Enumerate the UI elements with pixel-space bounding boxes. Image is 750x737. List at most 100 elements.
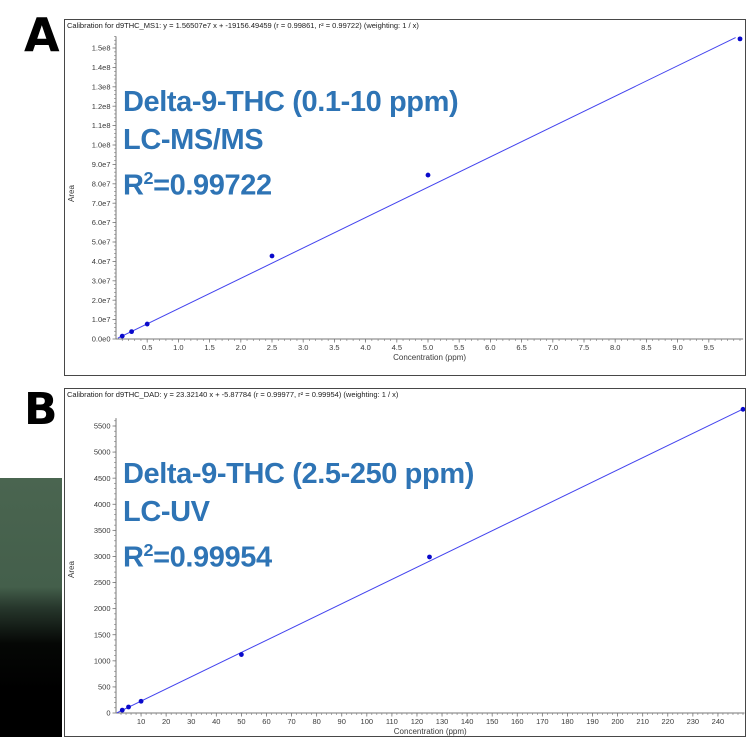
x-tick-label: 8.5: [641, 343, 651, 352]
y-tick-label: 1.0e7: [92, 315, 111, 324]
data-point: [138, 698, 144, 704]
y-axis-title: Area: [67, 561, 76, 578]
dark-corner-block: [0, 478, 62, 737]
y-tick-label: 1.1e8: [92, 121, 111, 130]
y-tick-label: 6.0e7: [92, 218, 111, 227]
panel-a-annotation: Delta-9-THC (0.1-10 ppm) LC-MS/MS R2=0.9…: [123, 83, 459, 205]
data-point: [126, 704, 131, 710]
y-tick-label: 0.0e0: [92, 335, 111, 344]
panel-b-annotation: Delta-9-THC (2.5-250 ppm) LC-UV R2=0.999…: [123, 455, 474, 577]
x-tick-label: 3.0: [298, 343, 308, 352]
x-tick-label: 220: [662, 717, 675, 726]
x-tick-label: 6.5: [516, 343, 526, 352]
x-tick-label: 240: [712, 717, 725, 726]
y-tick-label: 2.0e7: [92, 296, 111, 305]
x-tick-label: 2.5: [267, 343, 277, 352]
x-tick-label: 110: [386, 717, 398, 726]
x-tick-label: 0.5: [142, 343, 152, 352]
data-point: [269, 253, 275, 259]
data-point: [427, 554, 432, 560]
x-tick-label: 5.0: [423, 343, 433, 352]
x-tick-label: 80: [312, 717, 320, 726]
y-tick-label: 1.4e8: [92, 63, 111, 72]
y-tick-label: 8.0e7: [92, 179, 111, 188]
x-axis-title: Concentration (ppm): [394, 727, 467, 736]
x-tick-label: 9.5: [704, 343, 714, 352]
x-tick-label: 170: [536, 717, 549, 726]
y-tick-label: 5.0e7: [92, 238, 111, 247]
x-tick-label: 160: [511, 717, 524, 726]
x-tick-label: 10: [137, 717, 145, 726]
figure-label-a: A: [24, 8, 60, 62]
y-tick-label: 0: [106, 709, 110, 718]
x-tick-label: 180: [561, 717, 574, 726]
y-tick-label: 1.0e8: [92, 141, 111, 150]
x-tick-label: 120: [411, 717, 424, 726]
data-point: [119, 707, 125, 713]
annotation-technique: LC-UV: [123, 496, 210, 528]
x-tick-label: 7.0: [548, 343, 558, 352]
fit-line: [116, 408, 744, 714]
x-tick-label: 1.0: [173, 343, 183, 352]
x-tick-label: 30: [187, 717, 195, 726]
x-tick-label: 6.0: [485, 343, 495, 352]
data-point: [239, 652, 244, 657]
x-tick-label: 2.0: [236, 343, 246, 352]
annotation-r-squared: R2=0.99954: [123, 540, 272, 574]
annotation-technique: LC-MS/MS: [123, 124, 264, 156]
x-tick-label: 4.0: [360, 343, 370, 352]
y-tick-label: 1.5e8: [92, 44, 111, 53]
y-tick-label: 1000: [94, 656, 111, 665]
x-tick-label: 5.5: [454, 343, 464, 352]
x-tick-label: 3.5: [329, 343, 339, 352]
y-axis-title: Area: [67, 185, 76, 202]
x-tick-label: 70: [287, 717, 295, 726]
x-tick-label: 230: [687, 717, 700, 726]
y-tick-label: 1500: [94, 630, 111, 639]
y-tick-label: 3.0e7: [92, 276, 111, 285]
data-point: [737, 36, 743, 42]
x-tick-label: 210: [636, 717, 649, 726]
y-tick-label: 9.0e7: [92, 160, 111, 169]
calibration-panel-a: Calibration for d9THC_MS1: y = 1.56507e7…: [64, 19, 746, 376]
panel-a-header: Calibration for d9THC_MS1: y = 1.56507e7…: [67, 21, 419, 30]
panel-b-plot-svg: 10 20 30 40 50 60 70 80 90 100 110 120 130 140 150 160 1…: [67, 406, 745, 736]
data-point: [119, 333, 125, 339]
x-tick-label: 140: [461, 717, 474, 726]
y-tick-label: 7.0e7: [92, 199, 111, 208]
y-tick-label: 4.0e7: [92, 257, 111, 266]
y-tick-label: 5500: [94, 422, 111, 431]
y-tick-label: 1.2e8: [92, 102, 111, 111]
x-tick-label: 130: [436, 717, 449, 726]
calibration-panel-b: Calibration for d9THC_DAD: y = 23.32140 …: [64, 388, 746, 737]
x-tick-label: 190: [586, 717, 599, 726]
x-tick-label: 100: [361, 717, 374, 726]
data-point: [425, 172, 431, 178]
y-tick-label: 2500: [94, 578, 111, 587]
y-tick-label: 500: [98, 683, 111, 692]
x-tick-label: 60: [262, 717, 270, 726]
x-tick-label: 200: [611, 717, 624, 726]
y-tick-label: 5000: [94, 448, 111, 457]
data-point: [129, 329, 134, 335]
panel-a-plot-svg: 0.5 1.0 1.5 2.0 2.5 3.0 3.5 4.0 4.5 5.0 5.5 6.0 6.5 7…: [67, 36, 744, 362]
x-tick-label: 50: [237, 717, 245, 726]
y-tick-label: 3000: [94, 552, 111, 561]
x-tick-label: 7.5: [579, 343, 589, 352]
y-tick-label: 4500: [94, 474, 111, 483]
x-tick-label: 8.0: [610, 343, 620, 352]
annotation-r-squared: R2=0.99722: [123, 168, 272, 202]
annotation-compound-range: Delta-9-THC (0.1-10 ppm): [123, 86, 459, 118]
figure-label-b: B: [24, 384, 58, 435]
y-tick-label: 1.3e8: [92, 82, 111, 91]
y-tick-label: 3500: [94, 526, 111, 535]
y-tick-label: 2000: [94, 604, 111, 613]
fit-line: [117, 37, 736, 339]
x-tick-label: 150: [486, 717, 499, 726]
x-tick-label: 9.0: [672, 343, 682, 352]
x-tick-label: 4.5: [392, 343, 402, 352]
x-tick-label: 20: [162, 717, 170, 726]
panel-b-header: Calibration for d9THC_DAD: y = 23.32140 …: [67, 390, 399, 399]
x-tick-label: 40: [212, 717, 220, 726]
